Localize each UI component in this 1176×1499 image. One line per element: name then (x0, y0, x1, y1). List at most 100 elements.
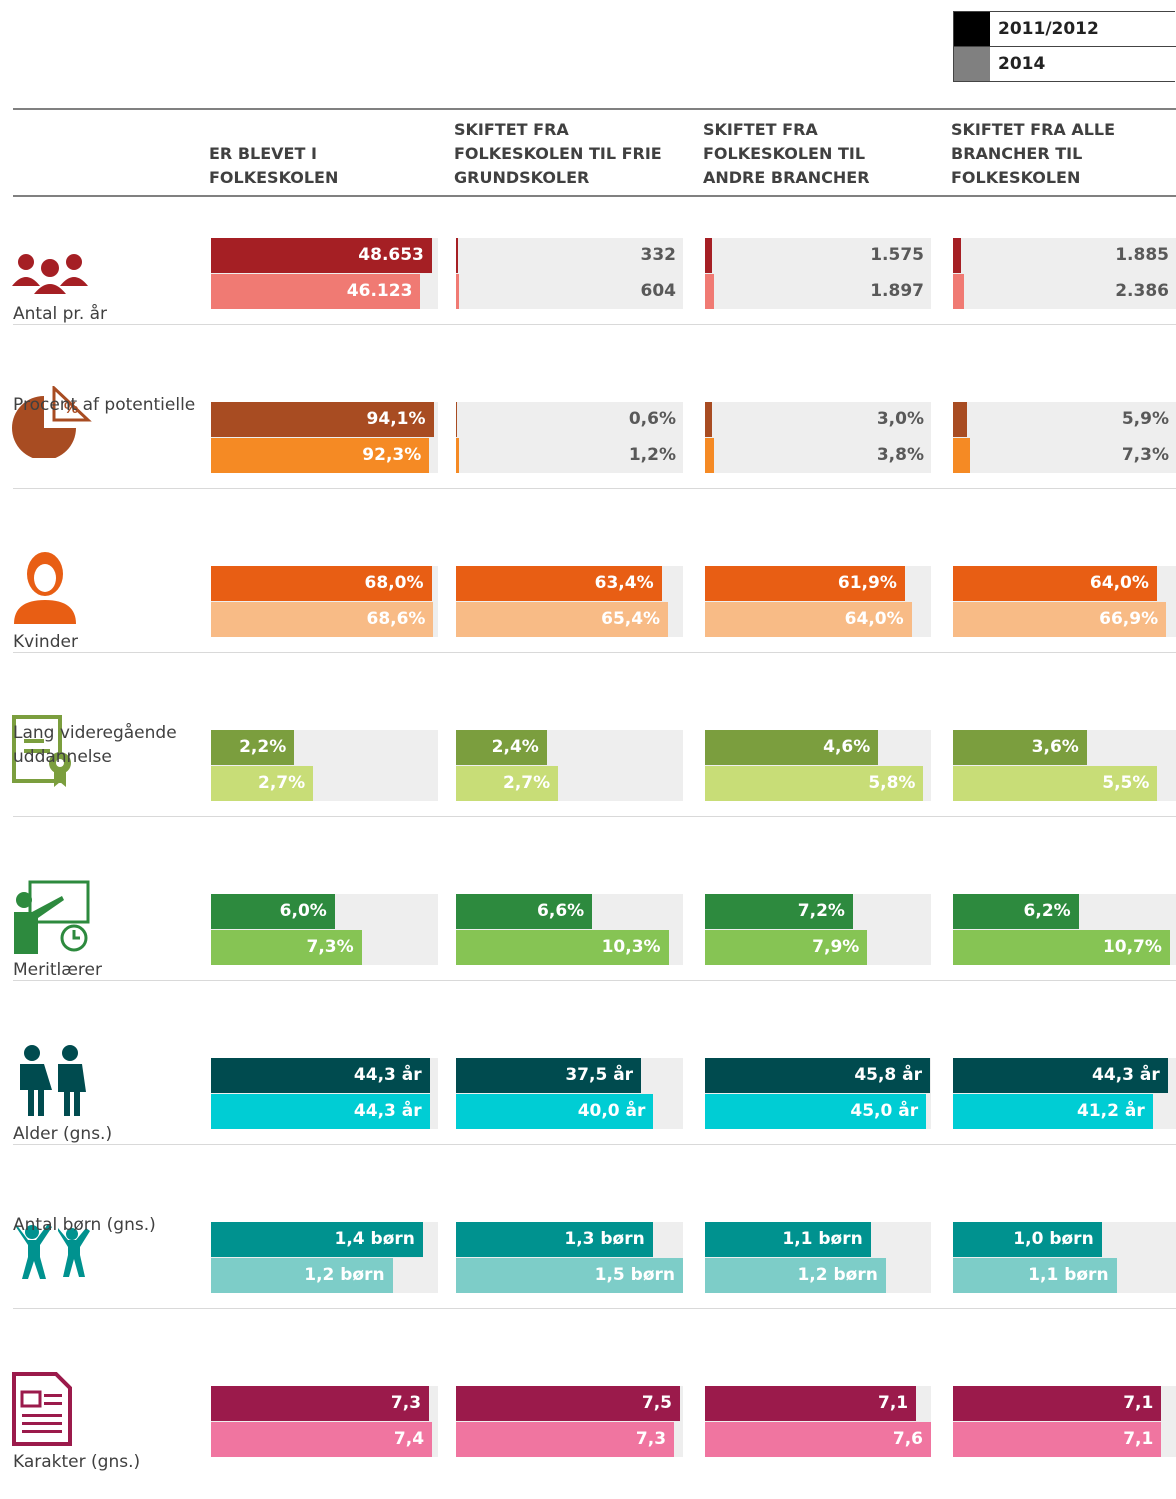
separator (13, 488, 1176, 489)
value-label: 68,6% (366, 609, 426, 629)
value-label: 48.653 (358, 245, 424, 265)
bar (705, 930, 868, 965)
value-label: 61,9% (837, 573, 897, 593)
column-header: SKIFTET FRA FOLKESKOLEN TIL FRIE GRUNDSK… (454, 120, 662, 187)
bar (456, 1094, 654, 1129)
value-label: 7,3 (390, 1393, 422, 1413)
value-label: 37,5 år (565, 1065, 634, 1085)
bar (211, 930, 362, 965)
value-label: 7,5 (641, 1393, 673, 1413)
bar (456, 1222, 653, 1257)
value-label: 7,1 (1123, 1393, 1154, 1413)
value-label: 3,6% (1031, 737, 1079, 757)
separator (13, 1144, 1176, 1145)
value-label: 2,2% (239, 737, 287, 757)
row-label: Procent af potentielle (13, 395, 196, 415)
bar (211, 1386, 430, 1421)
bar (705, 402, 713, 437)
header-top-line (13, 108, 1176, 110)
bar (211, 566, 432, 601)
value-label: 7,2% (797, 901, 845, 921)
value-label: 3,0% (876, 409, 924, 429)
value-label: 45,8 år (854, 1065, 923, 1085)
separator (13, 816, 1176, 817)
bar (456, 438, 459, 473)
value-label: 1,5 børn (594, 1265, 675, 1285)
icon-people (12, 254, 88, 294)
bar (705, 1222, 871, 1257)
value-label: 64,0% (1089, 573, 1149, 593)
bar (705, 238, 713, 273)
legend-swatch (954, 12, 990, 46)
bar (456, 402, 458, 437)
bar (953, 1058, 1168, 1093)
bar (953, 1422, 1162, 1457)
value-label: 1,1 børn (782, 1229, 863, 1249)
value-label: 65,4% (601, 609, 661, 629)
bar (211, 1422, 433, 1457)
value-label: 7,4 (393, 1429, 425, 1449)
cell-background (456, 238, 683, 309)
icon-teacher (14, 880, 90, 954)
value-label: 6,6% (537, 901, 585, 921)
row-label: Meritlærer (13, 960, 102, 980)
separator (13, 1308, 1176, 1309)
row-label: Alder (gns.) (13, 1124, 113, 1144)
separator (13, 980, 1176, 981)
bar (456, 566, 662, 601)
bar (953, 438, 970, 473)
value-label: 6,2% (1023, 901, 1071, 921)
bar (211, 766, 314, 801)
value-label: 2,4% (491, 737, 539, 757)
row-label: Lang videregående uddannelse (13, 723, 177, 767)
cell-background (705, 238, 931, 309)
bar (456, 1386, 680, 1421)
icon-couple (20, 1045, 86, 1116)
bar (456, 1258, 683, 1293)
value-label: 7,3 (635, 1429, 667, 1449)
bar (705, 438, 714, 473)
column-header: ER BLEVET I FOLKESKOLEN (209, 144, 339, 187)
bar (705, 1422, 931, 1457)
value-label: 2.386 (1115, 281, 1169, 301)
value-label: 7,3% (1121, 445, 1169, 465)
value-label: 10,3% (601, 937, 661, 957)
icon-diploma (12, 715, 71, 787)
bar (456, 274, 459, 309)
row-label: Kvinder (13, 632, 78, 652)
row-label: Antal børn (gns.) (13, 1215, 156, 1235)
bar (211, 1222, 423, 1257)
value-label: 5,5% (1102, 773, 1150, 793)
bar (705, 766, 924, 801)
value-label: 3,8% (876, 445, 924, 465)
bar (953, 602, 1167, 637)
column-header: SKIFTET FRA FOLKESKOLEN TIL ANDRE BRANCH… (703, 120, 870, 187)
bar (456, 238, 458, 273)
cell-background (705, 402, 931, 473)
bar (211, 274, 421, 309)
bar (953, 402, 967, 437)
value-label: 2,7% (503, 773, 551, 793)
bar (953, 1258, 1117, 1293)
value-label: 1,2% (628, 445, 676, 465)
bar (211, 1058, 430, 1093)
bar (953, 1094, 1153, 1129)
cell-background (953, 402, 1176, 473)
row-label: Karakter (gns.) (13, 1452, 141, 1472)
bar (456, 1058, 642, 1093)
bar (705, 894, 853, 929)
value-label: 1,0 børn (1013, 1229, 1094, 1249)
value-label: 40,0 år (577, 1101, 646, 1121)
legend-label: 2014 (998, 54, 1046, 74)
value-label: 1.885 (1115, 245, 1169, 265)
bar (705, 1058, 931, 1093)
bar (953, 1386, 1162, 1421)
column-header: SKIFTET FRA ALLE BRANCHER TIL FOLKESKOLE… (951, 120, 1116, 187)
value-label: 7,1 (1123, 1429, 1154, 1449)
legend-swatch (954, 47, 990, 81)
svg-text:%: % (64, 400, 78, 417)
value-label: 4,6% (823, 737, 871, 757)
icon-percent: % (12, 386, 92, 458)
value-label: 45,0 år (850, 1101, 919, 1121)
value-label: 44,3 år (353, 1065, 422, 1085)
